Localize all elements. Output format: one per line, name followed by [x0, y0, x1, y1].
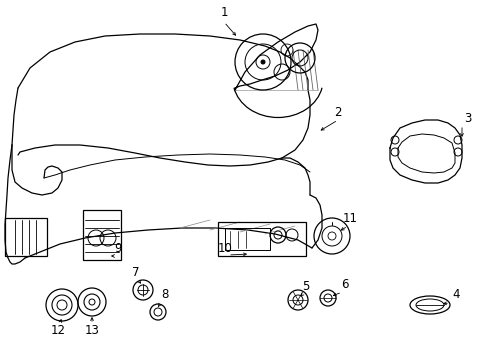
Text: 3: 3 [464, 112, 471, 125]
Text: 6: 6 [341, 279, 348, 292]
Text: 10: 10 [217, 242, 232, 255]
Text: 8: 8 [161, 288, 168, 302]
Bar [83, 210, 121, 260]
Bar [224, 228, 269, 250]
Text: 12: 12 [50, 324, 65, 337]
Bar [218, 222, 305, 256]
Text: 11: 11 [342, 212, 357, 225]
Text: 9: 9 [114, 242, 122, 255]
Bar [5, 218, 47, 256]
Text: 2: 2 [334, 105, 341, 118]
Text: 13: 13 [84, 324, 99, 337]
Circle shape [261, 60, 264, 64]
Text: 5: 5 [302, 279, 309, 292]
Text: 4: 4 [451, 288, 459, 302]
Text: 1: 1 [220, 5, 227, 18]
Text: 7: 7 [132, 266, 140, 279]
